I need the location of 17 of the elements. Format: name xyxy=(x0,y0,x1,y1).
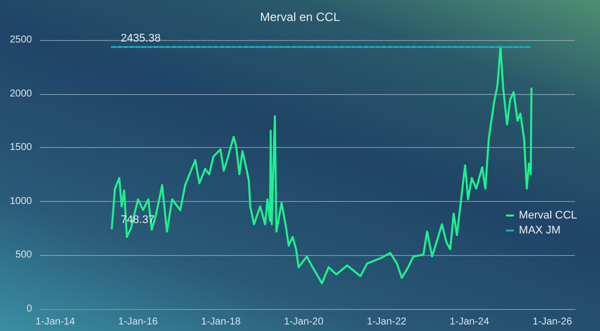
legend-label: MAX JM xyxy=(518,224,560,236)
data-label: 2435.38 xyxy=(120,32,161,44)
y-tick-label: 1500 xyxy=(10,142,32,154)
x-tick-label: 1-Jan-18 xyxy=(201,316,242,328)
x-tick-label: 1-Jan-24 xyxy=(450,316,490,328)
x-tick-label: 1-Jan-26 xyxy=(532,316,572,328)
y-tick-label: 2000 xyxy=(10,88,32,100)
chart-title: Merval en CCL xyxy=(260,10,340,24)
x-tick-label: 1-Jan-20 xyxy=(284,316,324,328)
legend-label: Merval CCL xyxy=(518,210,578,222)
y-tick-label: 0 xyxy=(26,304,32,314)
y-tick-label: 2500 xyxy=(10,34,32,46)
x-tick-label: 1-Jan-16 xyxy=(118,316,158,328)
x-tick-label: 1-Jan-22 xyxy=(366,316,407,328)
x-tick-label: 1-Jan-14 xyxy=(35,316,76,328)
y-tick-label: 500 xyxy=(15,250,32,261)
y-tick-label: 1000 xyxy=(10,196,32,207)
